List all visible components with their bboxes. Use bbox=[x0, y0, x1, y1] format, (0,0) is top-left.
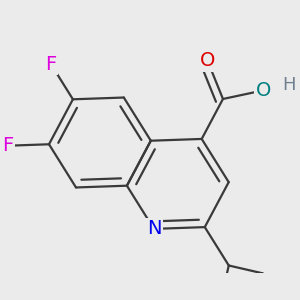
Text: H: H bbox=[283, 76, 296, 94]
Text: F: F bbox=[45, 55, 56, 74]
Text: F: F bbox=[2, 136, 13, 155]
Text: O: O bbox=[200, 51, 215, 70]
Text: N: N bbox=[147, 219, 161, 238]
Text: O: O bbox=[256, 81, 271, 100]
